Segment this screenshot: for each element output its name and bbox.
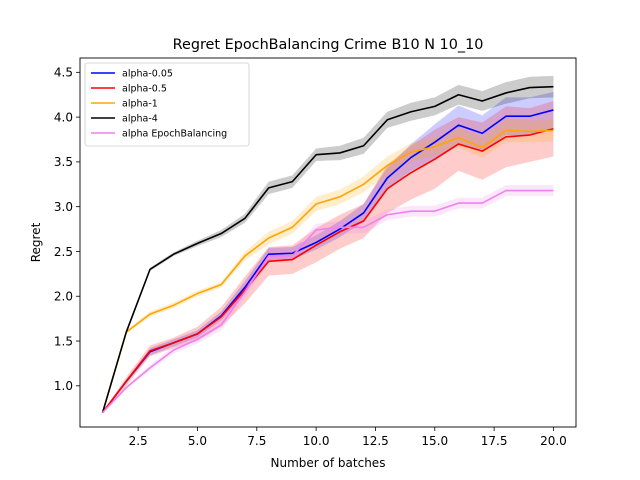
y-tick-label: 1.5 xyxy=(54,334,73,348)
x-tick-label: 12.5 xyxy=(362,434,389,448)
x-tick-label: 20.0 xyxy=(540,434,567,448)
line-alpha-4 xyxy=(101,85,554,413)
band-alpha-epochbalancing xyxy=(102,185,554,413)
legend-label: alpha-0.5 xyxy=(122,84,167,95)
y-axis-label: Regret xyxy=(29,222,43,262)
x-tick-label: 15.0 xyxy=(421,434,448,448)
x-axis-label: Number of batches xyxy=(271,456,386,470)
y-axis-ticks: 1.0 1.5 2.0 2.5 3.0 3.5 4.0 4.5 xyxy=(54,66,80,393)
y-tick-label: 3.0 xyxy=(54,200,73,214)
legend-label: alpha EpochBalancing xyxy=(122,129,227,140)
y-tick-label: 1.0 xyxy=(54,379,73,393)
band-alpha-0-05 xyxy=(102,92,554,413)
legend-label: alpha-4 xyxy=(122,114,158,125)
legend-label: alpha-0.05 xyxy=(122,69,173,80)
x-tick-label: 5.0 xyxy=(188,434,207,448)
confidence-bands xyxy=(102,75,554,413)
x-tick-label: 2.5 xyxy=(129,434,148,448)
band-alpha-4 xyxy=(102,75,554,413)
y-tick-label: 4.5 xyxy=(54,66,73,80)
y-tick-label: 4.0 xyxy=(54,110,73,124)
legend-frame xyxy=(84,62,250,147)
chart-title: Regret EpochBalancing Crime B10 N 10_10 xyxy=(173,37,484,53)
legend-label: alpha-1 xyxy=(122,99,158,110)
y-tick-label: 2.5 xyxy=(54,245,73,259)
y-tick-label: 3.5 xyxy=(54,155,73,169)
y-tick-label: 2.0 xyxy=(54,290,73,304)
x-tick-label: 10.0 xyxy=(303,434,330,448)
series-lines xyxy=(101,85,554,414)
line-alpha-0-5 xyxy=(101,127,554,414)
x-tick-label: 7.5 xyxy=(247,434,266,448)
x-axis-ticks: 2.5 5.0 7.5 10.0 12.5 15.0 17.5 20.0 xyxy=(129,427,567,448)
x-tick-label: 17.5 xyxy=(481,434,508,448)
line-alpha-epochbalancing xyxy=(101,189,554,414)
band-alpha-0-5 xyxy=(102,100,554,413)
line-alpha-1 xyxy=(101,129,554,413)
plot-frame xyxy=(79,57,577,428)
legend: alpha-0.05 alpha-0.5 alpha-1 alpha-4 alpha E… xyxy=(84,62,250,147)
